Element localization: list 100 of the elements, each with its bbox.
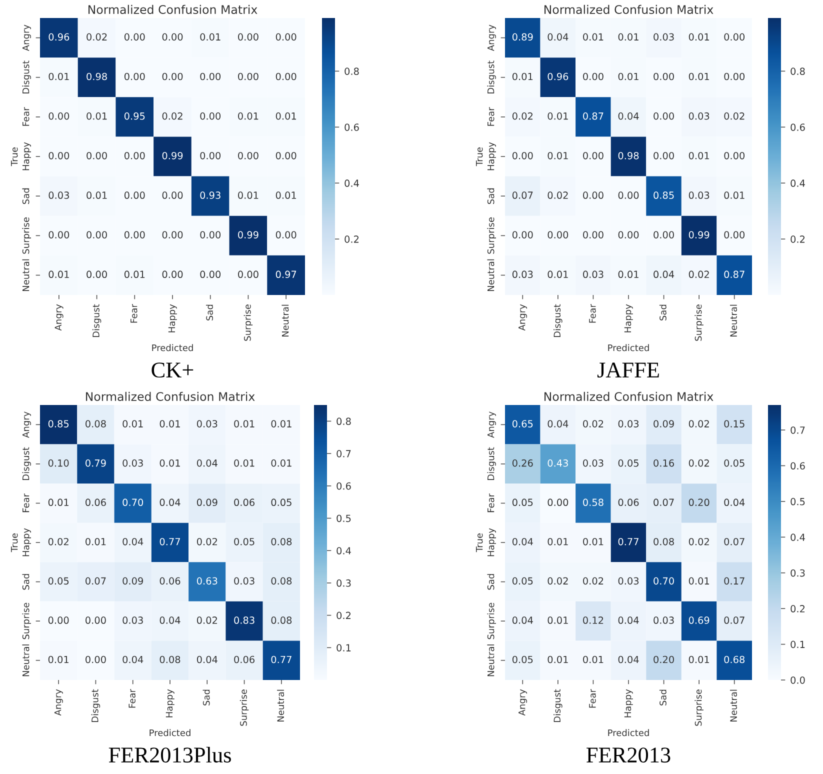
x-tick-label: Sad [659,690,666,706]
color-bar-label: 0.7 [336,450,351,458]
x-axis-title: Predicted [152,344,193,352]
data-label: 0.02 [688,459,709,467]
y-tick-label: Disgust [22,447,31,480]
data-label: 0.01 [271,459,292,467]
y-tick-label: Happy [22,528,31,556]
data-label: 0.01 [276,112,296,120]
data-label: 0.00 [654,152,674,160]
data-label: 0.01 [86,538,106,546]
data-label: 0.02 [724,112,744,120]
y-tick-label: Surprise [22,217,31,254]
color-bar-label: 0.8 [336,418,351,426]
x-tick-label: Neutral [277,690,284,722]
data-label: 0.06 [160,577,180,585]
data-label: 0.07 [724,538,744,546]
data-label: 0.01 [122,420,143,428]
data-label: 0.00 [238,152,258,160]
data-label: 0.00 [724,72,745,80]
data-label: 0.05 [234,538,254,546]
data-label: 0.01 [200,33,220,41]
data-label: 0.02 [548,192,568,199]
chart-title: Normalized Confusion Matrix [86,392,255,401]
data-label: 0.03 [583,270,604,278]
data-label: 0.68 [724,656,745,664]
data-label: 0.04 [122,538,144,546]
data-label: 0.17 [724,577,744,585]
data-label: 0.05 [48,577,69,585]
data-label: 0.01 [548,656,568,664]
data-label: 0.00 [724,152,745,160]
y-tick-label: Disgust [22,60,31,94]
data-label: 0.26 [512,459,533,467]
data-label: 0.00 [124,152,145,160]
x-tick-label: Happy [166,689,174,718]
data-label: 0.02 [688,538,709,546]
data-label: 0.04 [618,656,639,664]
data-label: 0.02 [86,33,107,41]
data-label: 0.04 [196,656,218,664]
data-label: 0.03 [654,616,674,624]
data-label: 0.70 [122,498,144,506]
data-label: 0.08 [271,538,292,546]
data-label: 0.69 [688,616,710,624]
y-tick-label: Angry [488,24,496,52]
data-label: 0.00 [48,152,70,160]
data-label: 0.96 [548,72,568,80]
data-label: 0.63 [196,577,218,585]
data-label: 0.04 [122,656,144,664]
data-label: 0.01 [48,72,69,80]
data-label: 0.00 [200,72,221,80]
data-label: 0.00 [162,33,183,41]
data-label: 0.05 [512,577,533,585]
color-bar-label: 0.1 [336,644,351,652]
data-label: 0.00 [124,33,145,41]
y-tick-label: Disgust [487,60,496,94]
text: CK+ [152,362,194,378]
data-label: 0.08 [271,616,292,624]
x-tick-label: Disgust [92,304,102,337]
color-bar-label: 0.4 [790,180,805,187]
color-bar-label: 0.2 [344,236,359,243]
data-label: 0.05 [271,498,292,506]
data-label: 0.02 [583,577,604,585]
data-label: 0.20 [654,656,674,664]
data-label: 0.01 [124,270,145,278]
data-label: 0.00 [200,231,221,238]
y-tick-label: Disgust [487,447,496,480]
data-label: 0.01 [688,72,709,80]
data-label: 0.00 [583,231,604,238]
data-label: 0.09 [122,577,143,585]
data-label: 0.00 [512,231,533,238]
x-tick-label: Surprise [244,304,253,341]
data-label: 0.07 [724,616,744,624]
data-label: 0.08 [160,656,180,664]
color-bar-label: 0.7 [790,426,805,434]
x-tick-label: Surprise [694,304,704,341]
data-label: 0.04 [512,538,533,546]
data-label: 0.06 [234,656,254,664]
data-label: 0.00 [86,656,106,664]
data-label: 0.00 [276,33,296,41]
data-label: 0.01 [160,420,180,428]
data-label: 0.04 [618,112,639,120]
data-label: 0.01 [238,112,258,120]
color-bar-label: 0.4 [790,534,805,541]
data-label: 0.09 [654,420,674,428]
chart-title: Normalized Confusion Matrix [88,4,258,14]
data-label: 0.58 [583,498,604,506]
data-label: 0.97 [276,270,296,278]
x-tick-label: Angry [54,689,63,716]
x-axis-title: Predicted [608,344,649,352]
y-axis-title: True [476,533,483,552]
data-label: 0.00 [654,231,674,238]
y-tick-label: Happy [22,142,31,170]
y-tick-label: Sad [487,188,494,204]
color-bar-label: 0.8 [344,68,359,75]
color-bar-label: 0.0 [790,676,805,684]
data-label: 0.00 [583,192,604,199]
data-label: 0.01 [724,192,744,199]
y-tick-label: Fear [22,107,30,126]
data-label: 0.01 [512,72,533,80]
data-label: 0.77 [160,538,180,546]
data-label: 0.00 [654,72,674,80]
